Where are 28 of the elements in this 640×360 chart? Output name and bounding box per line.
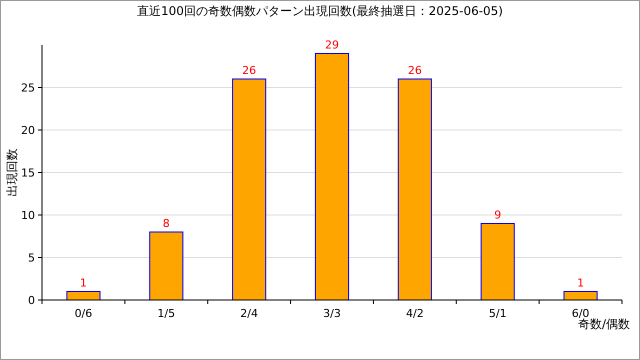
x-tick-label: 4/2	[406, 307, 424, 320]
chart-title: 直近100回の奇数偶数パターン出現回数(最終抽選日：2025-06-05)	[136, 4, 504, 18]
y-tick-label: 0	[28, 294, 35, 307]
bar	[480, 223, 515, 300]
y-axis-title: 出現回数	[5, 148, 19, 196]
bar	[314, 53, 350, 300]
y-tick-label: 25	[21, 82, 35, 94]
x-tick-label: 3/3	[323, 307, 341, 320]
x-tick-label: 2/4	[240, 307, 258, 320]
bar	[398, 78, 432, 300]
data-label: 9	[494, 208, 502, 222]
bar	[149, 232, 184, 300]
x-tick-label: 6/0	[572, 307, 590, 320]
y-tick-label: 5	[28, 252, 35, 264]
data-label: 26	[242, 64, 256, 77]
x-tick-label: 5/1	[488, 307, 507, 320]
data-label: 1	[80, 276, 87, 290]
data-label: 26	[408, 64, 422, 77]
data-label: 8	[162, 217, 170, 230]
x-tick-label: 0/6	[74, 307, 92, 320]
x-axis-title: 奇数/偶数	[578, 317, 630, 331]
y-tick-label: 20	[21, 124, 35, 137]
data-label: 29	[325, 38, 339, 52]
bar	[232, 78, 266, 300]
x-tick-label: 1/5	[157, 307, 176, 320]
y-tick-label: 15	[21, 166, 35, 180]
data-label: 1	[577, 276, 584, 290]
y-tick-label: 10	[21, 209, 35, 222]
